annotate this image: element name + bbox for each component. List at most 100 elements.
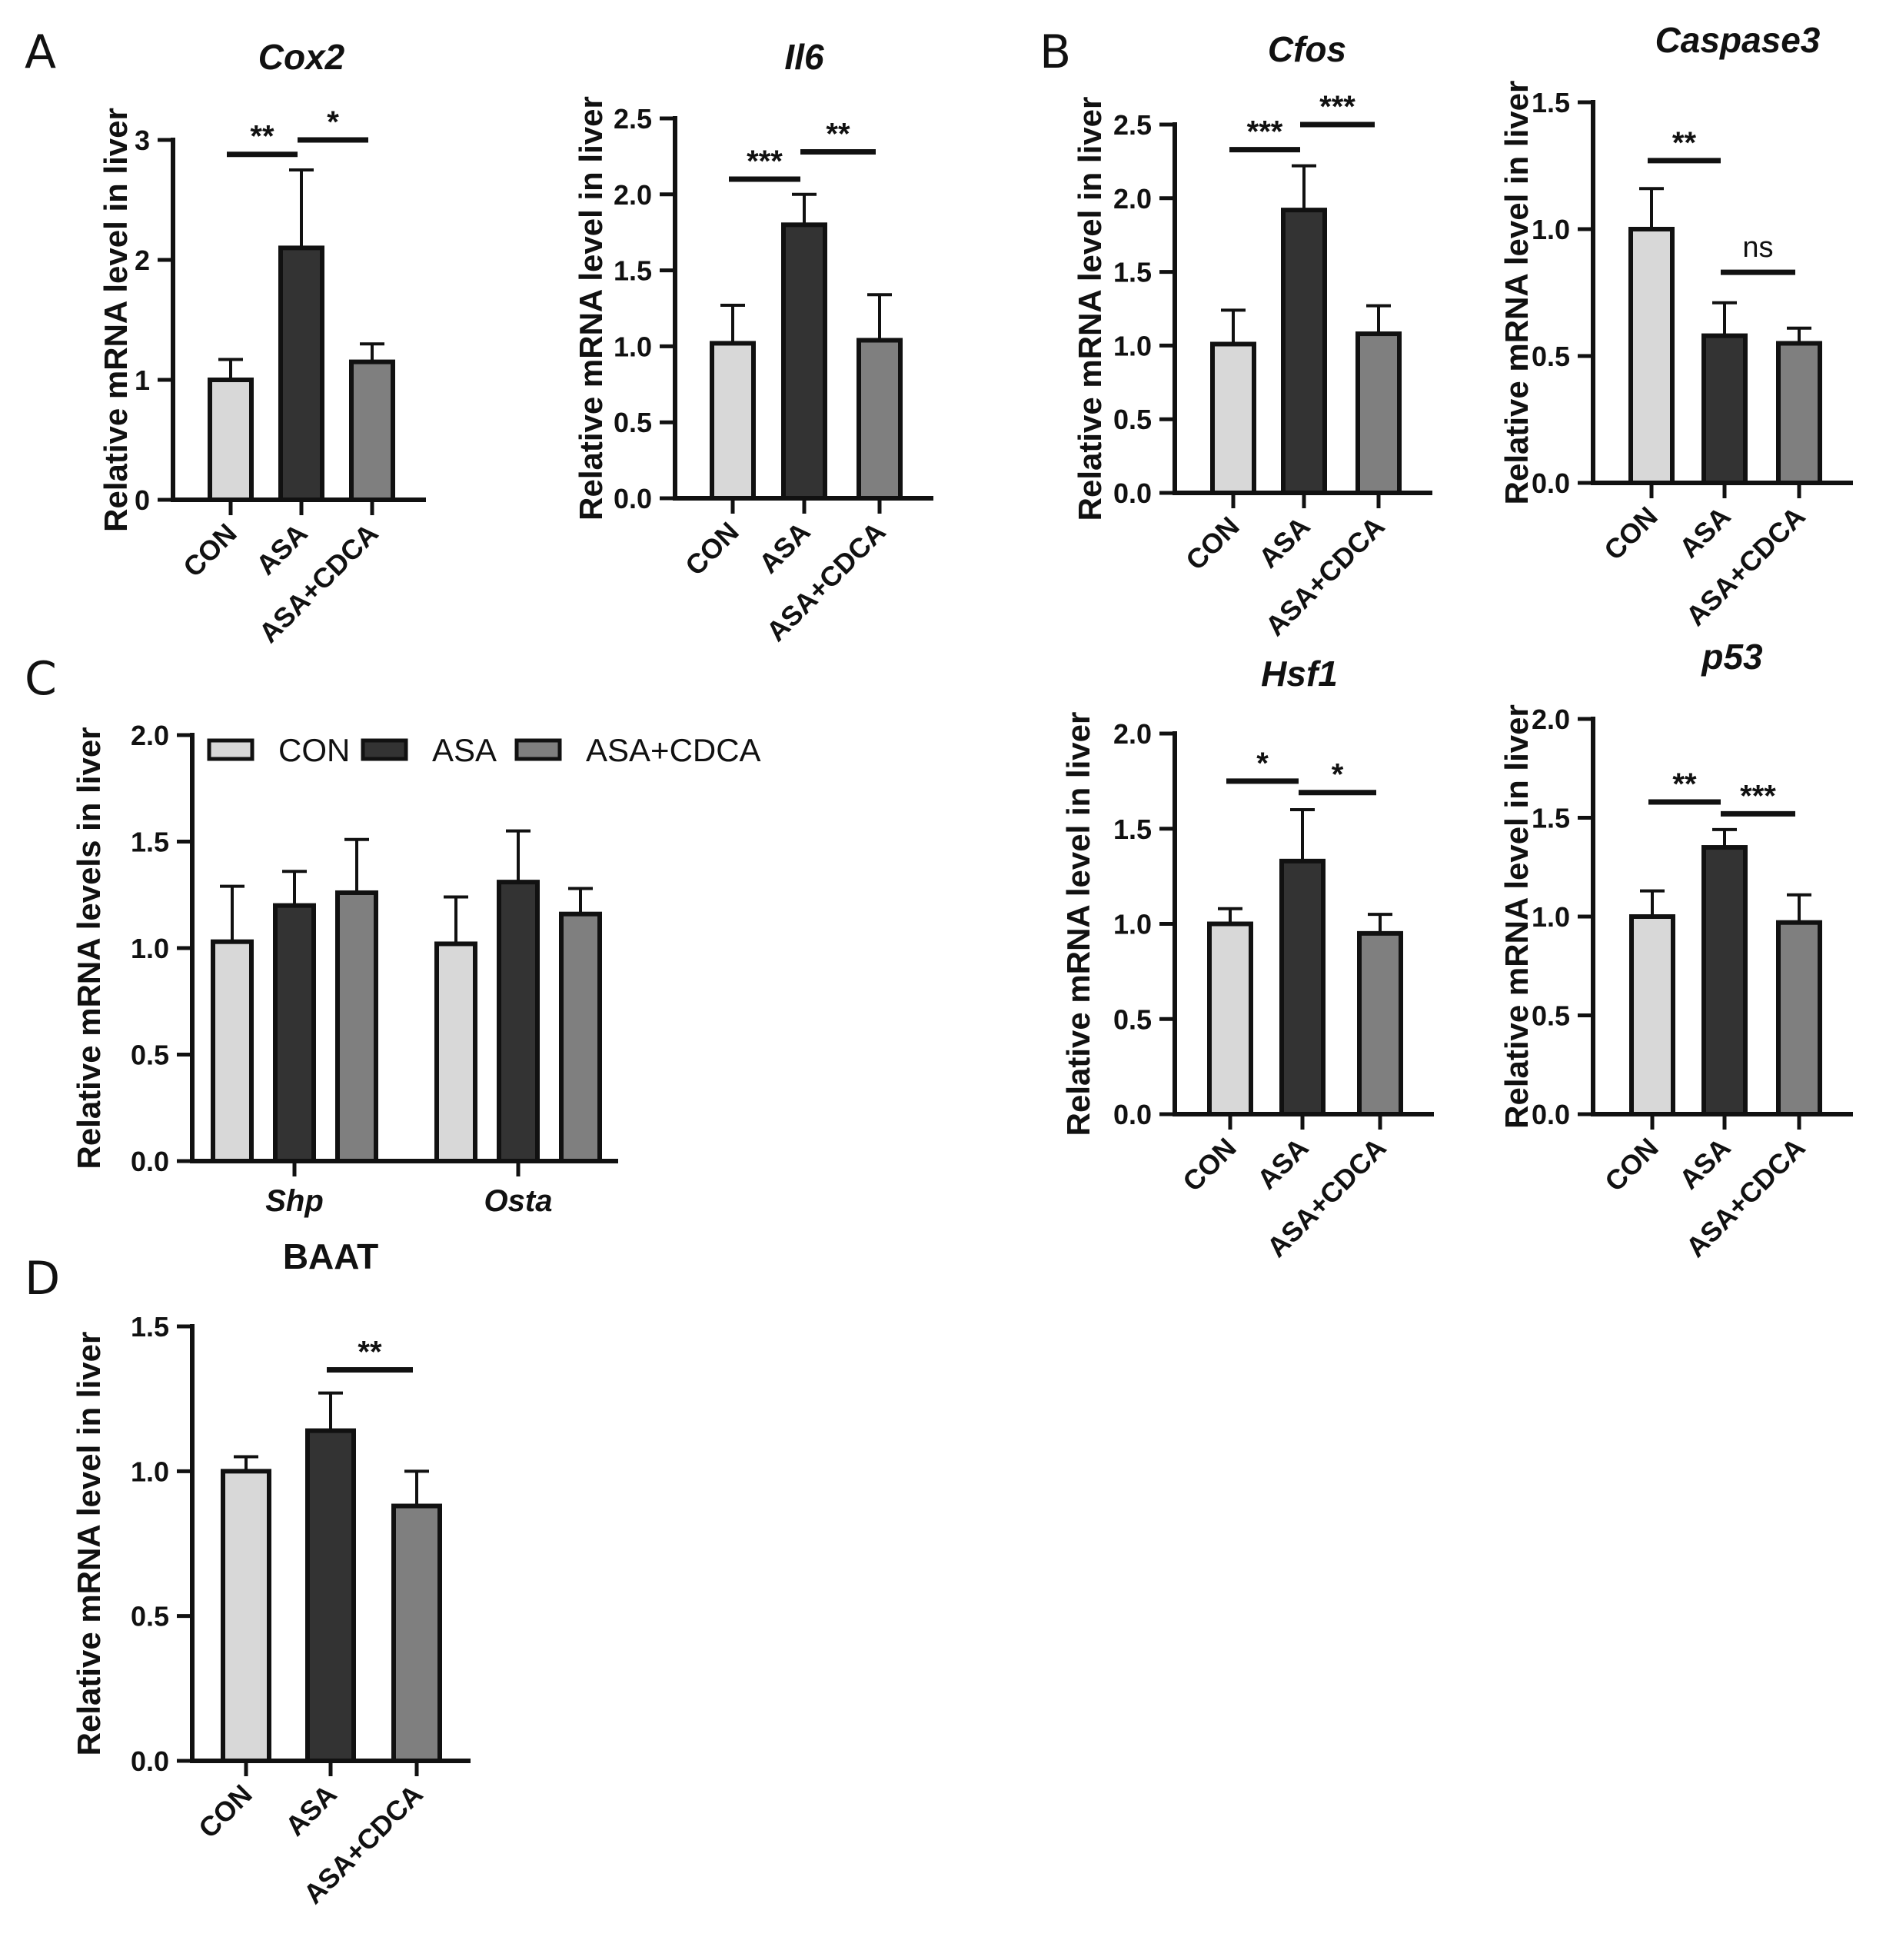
chart-il6: Il6 Relative mRNA level in liver 0.0 0.5 1.0…: [573, 37, 933, 647]
y-tick-label: 0.0: [131, 1146, 169, 1177]
significance-label: *: [1332, 758, 1344, 792]
panel-label-c: C: [25, 652, 57, 706]
bar-asa-cdca: [857, 338, 903, 501]
y-tick-label: 0.5: [1532, 341, 1570, 372]
significance-label: ns: [1742, 231, 1773, 264]
bar-con: [1210, 341, 1256, 496]
y-tick-label: 1.0: [1532, 901, 1570, 933]
x-tick-label: CON: [679, 516, 745, 582]
significance-label: **: [250, 120, 274, 154]
chart-hsf1: Hsf1 Relative mRNA level in liver 0.0 0.5 1.…: [1060, 654, 1434, 1263]
significance-label: *: [327, 105, 339, 139]
significance-label: ***: [1247, 115, 1283, 149]
y-tick-label: 0.5: [1113, 404, 1152, 435]
y-tick-label: 1.0: [614, 331, 652, 362]
chart-title: BAAT: [283, 1236, 378, 1276]
panel-label-a: A: [25, 25, 56, 79]
x-group-label: Shp: [265, 1184, 324, 1218]
y-tick-label: 0.5: [131, 1601, 169, 1632]
x-tick-label: CON: [177, 517, 243, 584]
x-tick-label: ASA: [250, 517, 314, 581]
bar-osta-con: [434, 941, 477, 1163]
x-group-label: Osta: [484, 1184, 553, 1218]
y-tick-label: 1: [135, 364, 150, 396]
x-tick-label: ASA: [1252, 511, 1316, 574]
x-tick-label: ASA: [753, 516, 817, 580]
y-tick-label: 1.5: [614, 255, 652, 287]
chart-title: Cox2: [258, 37, 345, 77]
bar-con: [1629, 914, 1675, 1116]
y-tick-label: 1.0: [1113, 909, 1152, 940]
panel-label-d: D: [25, 1252, 60, 1306]
bar-shp-asa-cdca: [335, 890, 378, 1163]
y-axis-label: Relative mRNA level in liver: [1072, 97, 1108, 521]
bar-asa-cdca: [1776, 920, 1822, 1116]
bar-con: [710, 341, 756, 501]
y-tick-label: 2: [135, 245, 150, 276]
bar-asa: [278, 245, 324, 502]
y-axis-label: Relative mRNA level in liver: [98, 108, 134, 532]
y-tick-label: 2.0: [131, 720, 169, 751]
significance-label: ***: [1319, 90, 1355, 124]
y-tick-label: 2.0: [1532, 704, 1570, 735]
bar-asa-cdca: [1355, 331, 1402, 495]
y-tick-label: 1.0: [1113, 330, 1152, 361]
bar-asa: [1279, 858, 1326, 1116]
y-axis-label: Relative mRNA level in liver: [71, 1332, 107, 1756]
y-tick-label: 3: [135, 125, 150, 156]
y-tick-label: 0.0: [131, 1745, 169, 1777]
bar-asa-cdca: [391, 1503, 442, 1763]
significance-label: **: [826, 117, 850, 151]
legend-swatch: [207, 738, 254, 761]
panel-label-b: B: [1039, 25, 1071, 79]
chart-cox2: Cox2 Relative mRNA level in liver 0 1 2 3 CON A…: [98, 37, 426, 649]
legend-swatch: [514, 738, 562, 761]
bar-osta-asa: [497, 880, 540, 1163]
bar-asa-cdca: [349, 359, 395, 502]
y-axis-label: Relative mRNA level in liver: [1060, 712, 1096, 1136]
chart-title: Cfos: [1268, 29, 1346, 69]
significance-label: **: [1672, 126, 1697, 160]
x-tick-label: ASA: [1251, 1132, 1315, 1196]
y-tick-label: 1.5: [131, 1311, 169, 1343]
y-tick-label: 0.0: [614, 483, 652, 514]
y-axis-label: Relative mRNA level in liver: [573, 96, 609, 521]
bar-asa: [781, 222, 827, 501]
bar-asa-cdca: [1357, 930, 1403, 1116]
y-tick-label: 0.0: [1532, 468, 1570, 499]
y-tick-label: 2.0: [1113, 183, 1152, 215]
y-axis-label: Relative mRNA levels in liver: [71, 727, 107, 1169]
y-tick-label: 1.0: [131, 933, 169, 964]
x-tick-label: CON: [1179, 511, 1246, 577]
y-tick-label: 2.0: [1113, 718, 1152, 750]
y-tick-label: 0.5: [1532, 1000, 1570, 1032]
y-tick-label: 1.5: [1113, 257, 1152, 288]
y-tick-label: 1.5: [1113, 814, 1152, 845]
legend-swatch: [361, 738, 408, 761]
x-tick-label: ASA: [1673, 501, 1737, 564]
legend-label: ASA: [432, 732, 497, 768]
significance-label: **: [1672, 767, 1697, 801]
legend-label: ASA+CDCA: [586, 732, 761, 768]
y-tick-label: 0.0: [1532, 1099, 1570, 1130]
chart-title: p53: [1700, 637, 1763, 677]
bar-shp-con: [211, 939, 254, 1163]
significance-label: ***: [1740, 779, 1776, 813]
y-tick-label: 2.5: [1113, 109, 1152, 141]
chart-title: Caspase3: [1655, 20, 1821, 60]
significance-label: *: [1256, 747, 1269, 780]
x-tick-label: CON: [192, 1779, 258, 1845]
y-axis-label: Relative mRNA level in liver: [1499, 81, 1535, 505]
x-tick-label: CON: [1598, 1132, 1665, 1198]
bar-asa: [305, 1428, 356, 1763]
significance-label: ***: [747, 145, 783, 178]
y-tick-label: 1.0: [1532, 214, 1570, 245]
bar-shp-asa: [273, 903, 316, 1163]
bar-con: [208, 378, 254, 502]
bar-con: [1628, 227, 1675, 485]
y-axis-label: Relative mRNA level in liver: [1499, 704, 1535, 1129]
bar-osta-asa-cdca: [559, 911, 602, 1164]
x-tick-label: ASA: [1673, 1132, 1737, 1196]
chart-title: Hsf1: [1261, 654, 1338, 694]
